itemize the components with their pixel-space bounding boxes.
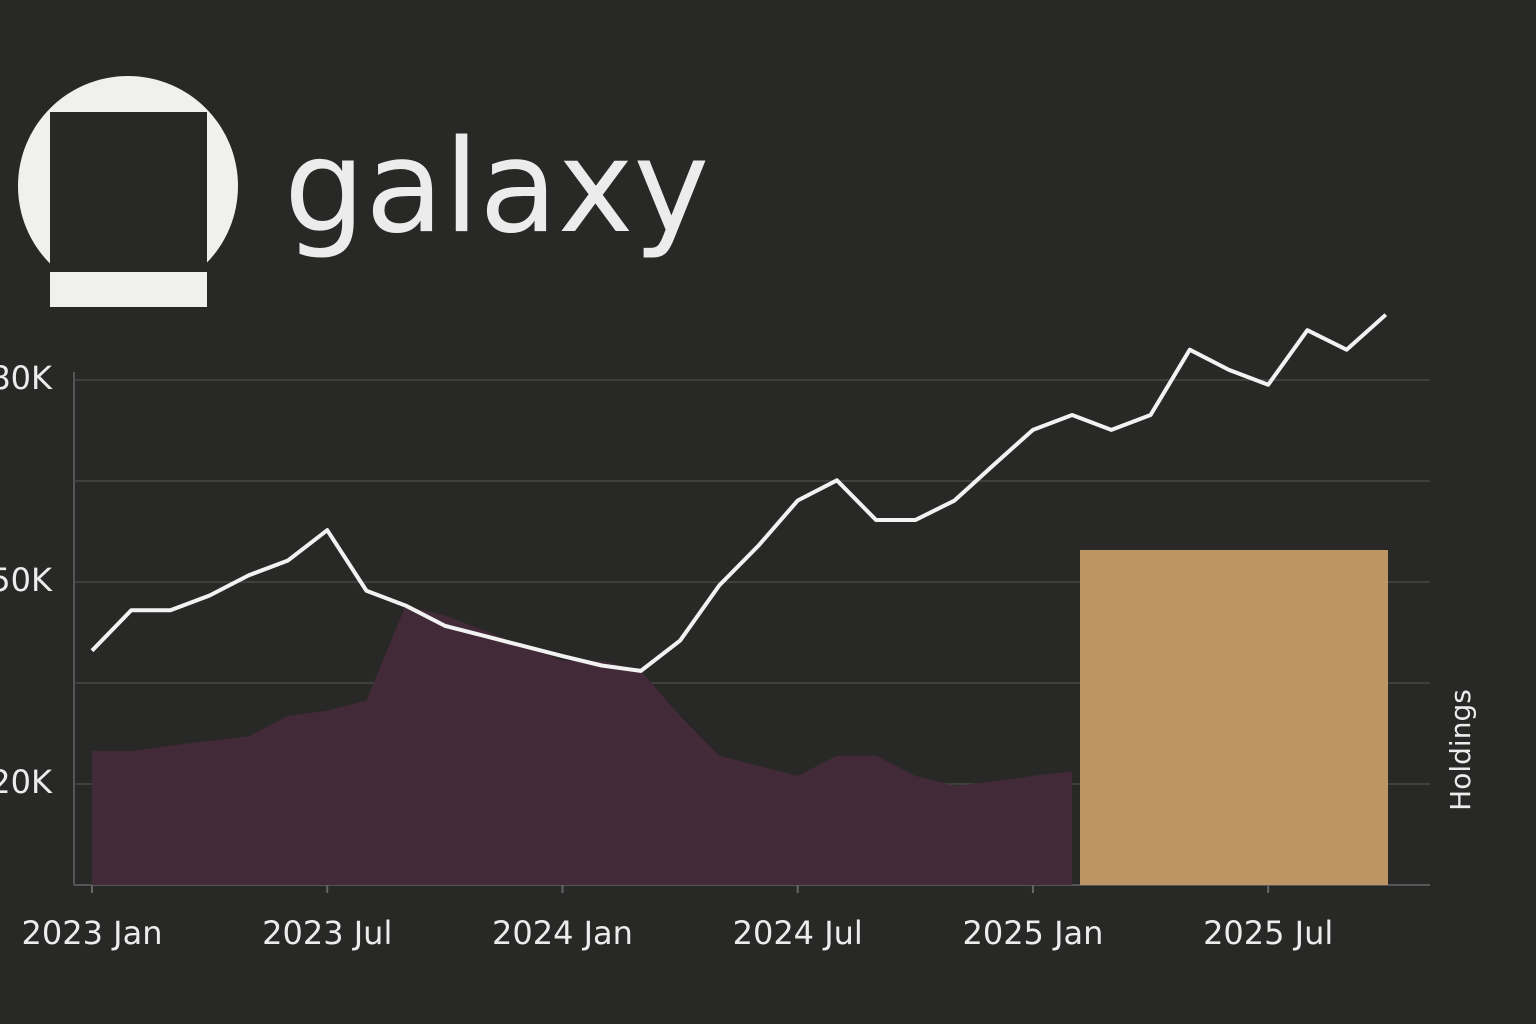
logo-base [50,272,207,307]
y-tick-label: 20K [0,763,53,801]
y-tick-label: 80K [0,359,53,397]
area-layer [92,605,1073,885]
highlight-box [1080,550,1388,885]
logo-square [50,112,207,272]
brand-name: galaxy [284,113,709,262]
logo [18,76,238,307]
holdings-area [92,605,1073,885]
x-tick-label: 2025 Jul [1203,914,1333,952]
x-tick-label: 2023 Jan [22,914,163,952]
y-tick-label: 50K [0,561,53,599]
y2-axis-label: Holdings [1444,689,1477,811]
price-line [90,313,1388,673]
grid: 20K 50K 80K 2023 Jan 2023 Jul 2024 Jan 2024 Ju… [0,359,1430,952]
x-tick-label: 2024 Jan [492,914,633,952]
line-layer [90,313,1388,673]
x-tick-label: 2024 Jul [733,914,863,952]
x-tick-label: 2023 Jul [262,914,392,952]
x-tick-label: 2025 Jan [962,914,1103,952]
